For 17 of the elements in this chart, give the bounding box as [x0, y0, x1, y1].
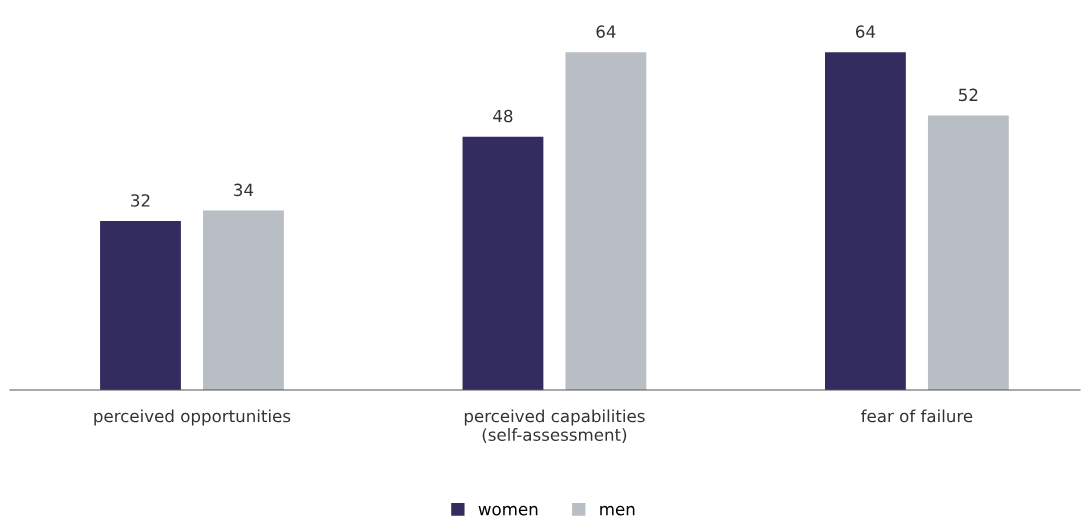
legend-label: men	[600, 505, 635, 516]
data-label: 52	[959, 88, 978, 102]
bar	[462, 136, 544, 390]
data-label: 64	[855, 25, 876, 38]
x-tick-label: perceived capabilities (self-assessment)	[464, 409, 645, 443]
x-tick-label: fear of failure	[861, 409, 973, 423]
data-label: 64	[596, 25, 616, 38]
bar	[927, 115, 1009, 390]
x-tick-label: perceived opportunities	[94, 409, 291, 426]
bar	[203, 210, 284, 390]
bar	[825, 52, 906, 390]
data-label: 48	[493, 109, 513, 123]
legend-label: women	[478, 505, 538, 516]
bar	[100, 221, 181, 390]
data-label: 32	[131, 194, 150, 207]
data-label: 34	[234, 183, 254, 197]
bar	[565, 52, 647, 390]
